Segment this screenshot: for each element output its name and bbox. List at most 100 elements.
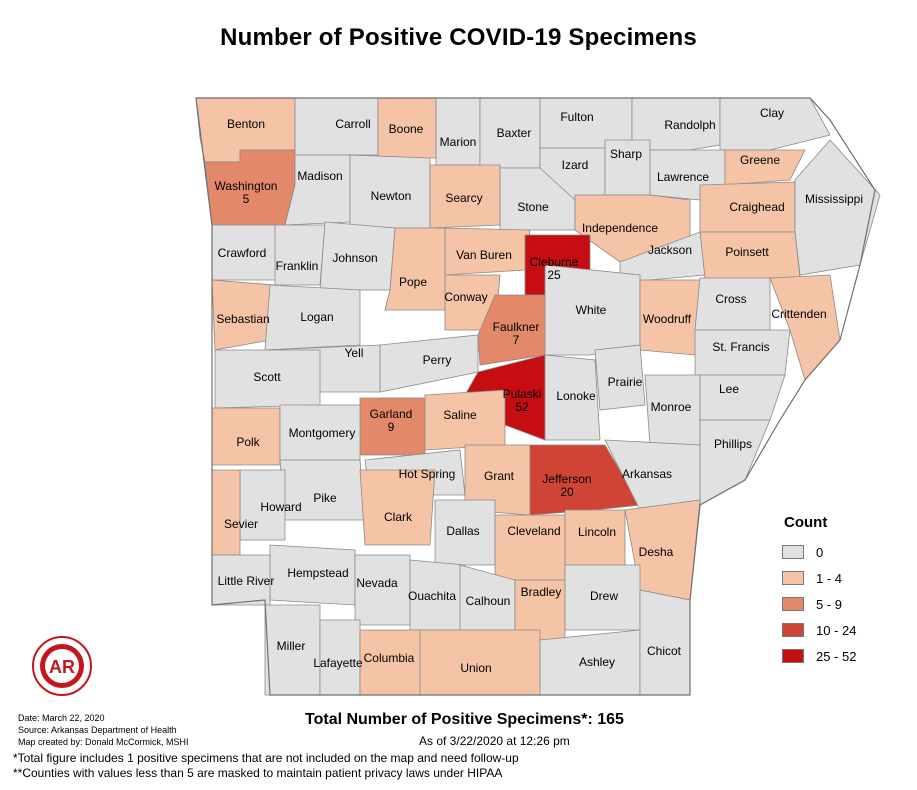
county-label-pike: Pike [313, 491, 337, 505]
legend-swatch [782, 623, 804, 637]
county-label-desha: Desha [639, 545, 674, 559]
county-label-stone: Stone [517, 200, 549, 214]
county-label-fulton: Fulton [560, 110, 593, 124]
county-label-montgomery: Montgomery [289, 426, 356, 440]
county-label-baxter: Baxter [497, 126, 532, 140]
county-label-ouachita: Ouachita [408, 589, 456, 603]
map-source: Source: Arkansas Department of Health [18, 725, 177, 735]
county-sevier [211, 469, 241, 556]
county-label-saline: Saline [443, 408, 477, 422]
county-label-conway: Conway [444, 290, 487, 304]
county-label-garland: Garland [370, 407, 413, 421]
county-label-little-river: Little River [218, 574, 275, 588]
county-label-columbia: Columbia [364, 651, 415, 665]
county-label-miller: Miller [277, 639, 306, 653]
arkansas-state-border [195, 97, 876, 696]
county-label-sebastian: Sebastian [216, 312, 269, 326]
county-pope [384, 227, 446, 311]
county-prairie [594, 344, 646, 411]
legend-entry: 10 - 24 [782, 617, 902, 643]
county-label-st-francis: St. Francis [712, 340, 769, 354]
county-label-phillips: Phillips [714, 437, 752, 451]
footnote-privacy: **Counties with values less than 5 are m… [13, 766, 503, 780]
county-faulkner [477, 294, 546, 366]
legend-entry: 25 - 52 [782, 643, 902, 669]
county-label-yell: Yell [345, 346, 364, 360]
county-label-randolph: Randolph [664, 118, 715, 132]
county-polygons [195, 97, 881, 696]
county-label-howard: Howard [260, 500, 301, 514]
county-label-union: Union [460, 661, 491, 675]
county-logan [264, 284, 361, 351]
county-label-pulaski: Pulaski [503, 387, 542, 401]
county-count-faulkner: 7 [513, 333, 520, 347]
county-label-izard: Izard [562, 158, 589, 172]
county-label-hempstead: Hempstead [287, 566, 348, 580]
county-label-ashley: Ashley [579, 655, 615, 669]
county-label-crawford: Crawford [218, 246, 267, 260]
county-label-nevada: Nevada [356, 576, 398, 590]
county-label-lafayette: Lafayette [313, 656, 363, 670]
county-label-grant: Grant [484, 469, 515, 483]
county-label-boone: Boone [389, 122, 424, 136]
county-nevada [354, 554, 411, 626]
county-label-johnson: Johnson [332, 251, 377, 265]
county-label-lee: Lee [719, 382, 739, 396]
map-metadata: Date: March 22, 2020 Source: Arkansas De… [18, 712, 189, 748]
county-count-garland: 9 [388, 420, 395, 434]
county-label-newton: Newton [371, 189, 412, 203]
county-label-monroe: Monroe [651, 400, 692, 414]
county-greene [724, 149, 806, 186]
county-label-cross: Cross [715, 292, 746, 306]
map-creator: Map created by: Donald McCormick, MSHI [18, 737, 189, 747]
legend: Count 0 1 - 4 5 - 9 10 - 24 25 - 52 [782, 514, 902, 669]
legend-label: 25 - 52 [816, 648, 857, 664]
county-count-jefferson: 20 [560, 485, 574, 499]
county-label-chicot: Chicot [647, 644, 682, 658]
county-label-jefferson: Jefferson [542, 472, 591, 486]
county-label-cleveland: Cleveland [507, 524, 560, 538]
county-label-drew: Drew [590, 589, 618, 603]
county-label-woodruff: Woodruff [643, 312, 692, 326]
county-label-sharp: Sharp [610, 147, 642, 161]
total-positive-specimens: Total Number of Positive Specimens*: 165 [305, 711, 624, 728]
county-label-poinsett: Poinsett [725, 245, 769, 259]
county-label-greene: Greene [740, 153, 780, 167]
county-label-independence: Independence [582, 221, 658, 235]
county-label-polk: Polk [236, 435, 260, 449]
county-clark [359, 469, 436, 546]
county-label-dallas: Dallas [446, 524, 479, 538]
county-label-franklin: Franklin [276, 259, 319, 273]
county-label-crittenden: Crittenden [771, 307, 826, 321]
county-count-pulaski: 52 [515, 400, 529, 414]
county-franklin [274, 224, 326, 286]
footnote-total: *Total figure includes 1 positive specim… [13, 751, 519, 765]
county-label-searcy: Searcy [445, 191, 482, 205]
legend-entry: 5 - 9 [782, 591, 902, 617]
county-label-lawrence: Lawrence [657, 170, 709, 184]
as-of-timestamp: As of 3/22/2020 at 12:26 pm [419, 734, 570, 748]
county-phillips [699, 419, 771, 506]
county-lonoke [544, 354, 601, 441]
county-labels: Benton Carroll Boone Marion Baxter Fulton Rand… [215, 106, 863, 675]
county-label-madison: Madison [297, 169, 342, 183]
county-lee [699, 374, 786, 421]
state-outline [195, 97, 876, 696]
county-label-white: White [576, 303, 607, 317]
county-label-sevier: Sevier [224, 517, 258, 531]
county-label-washington: Washington [215, 179, 278, 193]
county-label-van-buren: Van Buren [456, 248, 512, 262]
county-label-lonoke: Lonoke [556, 389, 596, 403]
legend-swatch [782, 545, 804, 559]
legend-label: 1 - 4 [816, 570, 843, 586]
county-perry [379, 334, 479, 393]
county-label-calhoun: Calhoun [466, 594, 511, 608]
legend-swatch [782, 571, 804, 585]
county-label-carroll: Carroll [335, 117, 370, 131]
map-title: Number of Positive COVID-19 Specimens [220, 24, 697, 51]
legend-entry: 0 [782, 539, 902, 565]
county-mississippi [794, 139, 881, 276]
legend-entry: 1 - 4 [782, 565, 902, 591]
county-label-arkansas: Arkansas [622, 467, 672, 481]
